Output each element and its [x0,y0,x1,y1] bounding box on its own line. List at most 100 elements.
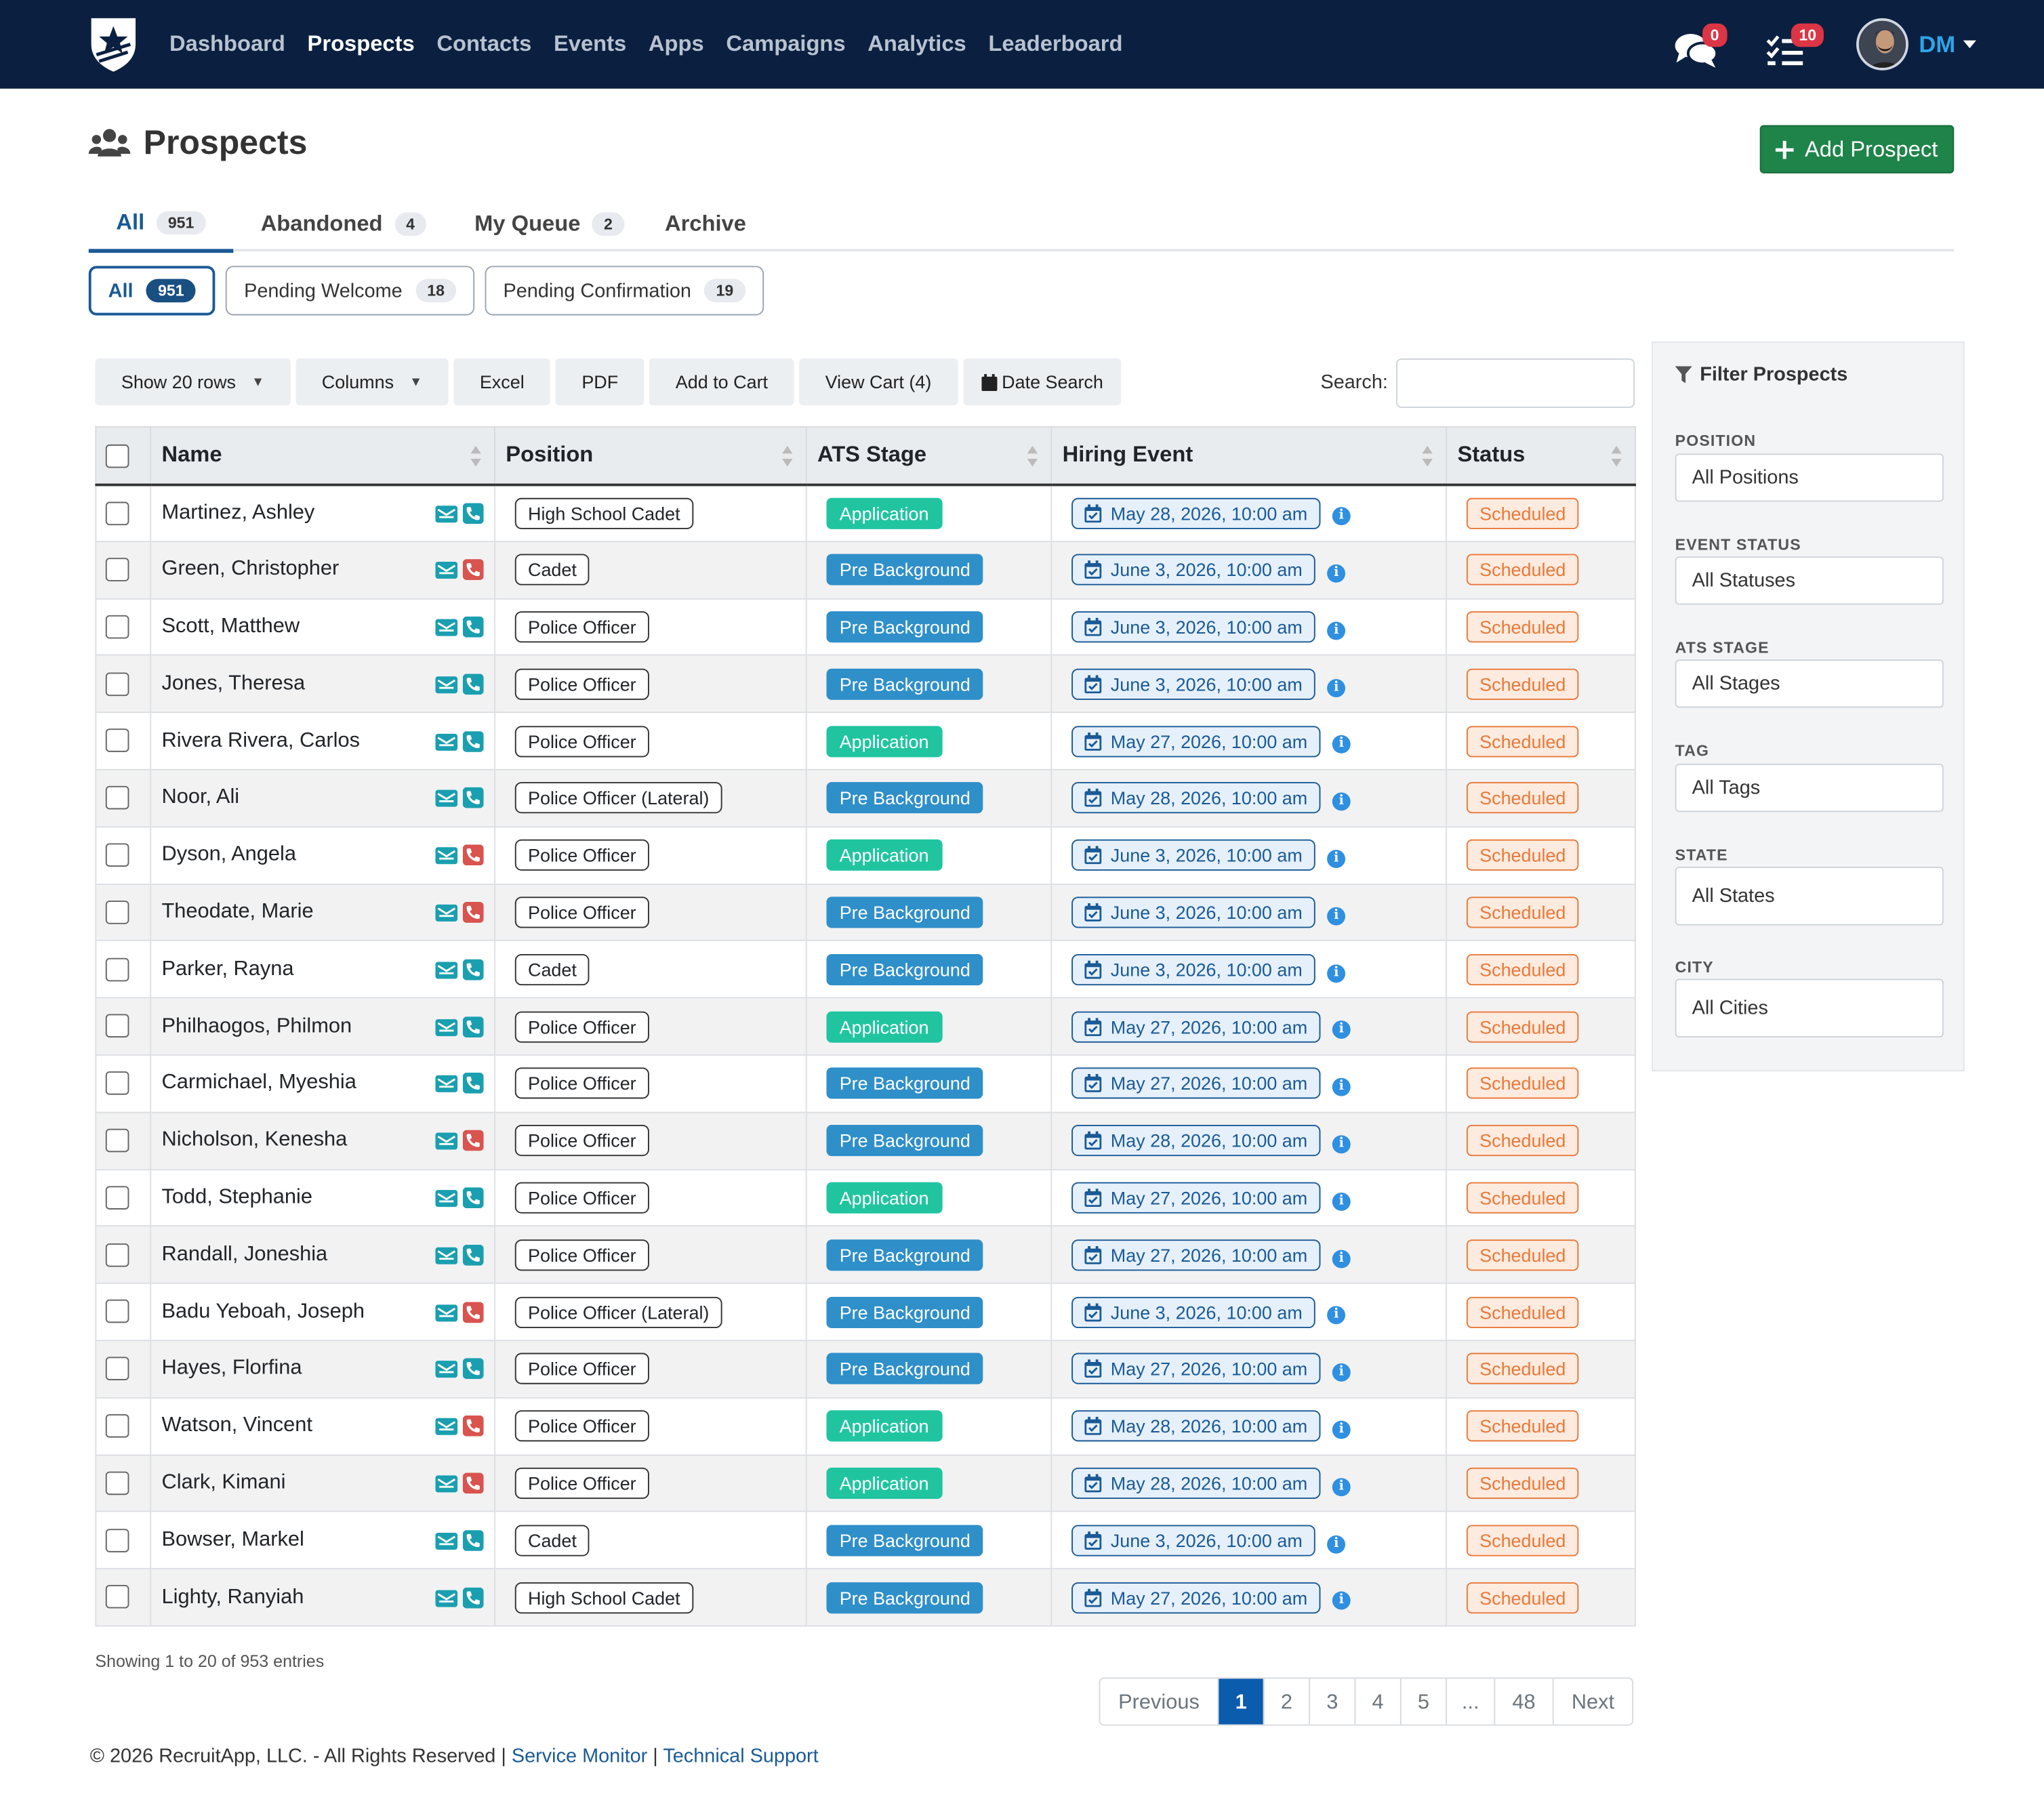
info-icon[interactable]: i [1332,1077,1351,1096]
status-column-header[interactable]: Status [1446,426,1636,486]
nav-link-events[interactable]: Events [553,31,627,56]
phone-icon[interactable] [462,1016,484,1037]
prospect-name-link[interactable]: Philhaogos, Philmon [161,1014,352,1037]
ats-stage-badge[interactable]: Pre Background [826,1582,984,1613]
hiring-event-link[interactable]: June 3, 2026, 10:00 am [1071,840,1315,871]
row-checkbox[interactable] [105,1071,129,1096]
phone-icon[interactable] [462,1358,484,1380]
filter-select-city[interactable]: All Cities [1675,978,1944,1038]
ats-stage-badge[interactable]: Application [826,725,942,757]
position-column-header[interactable]: Position [493,426,807,486]
status-badge[interactable]: Scheduled [1466,1410,1579,1442]
prospect-name-link[interactable]: Bowser, Markel [161,1528,304,1551]
info-icon[interactable]: i [1332,1192,1351,1211]
position-tag[interactable]: Police Officer [514,1182,649,1214]
tab-abandoned[interactable]: Abandoned 4 [261,196,427,252]
hiring-event-link[interactable]: June 3, 2026, 10:00 am [1071,1296,1315,1328]
info-icon[interactable]: i [1332,1477,1351,1496]
prospect-name-link[interactable]: Scott, Matthew [161,615,300,638]
status-badge[interactable]: Scheduled [1466,1182,1579,1214]
position-tag[interactable]: Police Officer [514,611,649,643]
phone-alert-icon[interactable] [462,1301,484,1323]
email-icon[interactable] [435,617,458,638]
phone-alert-icon[interactable] [462,1472,484,1494]
hiring-event-link[interactable]: May 28, 2026, 10:00 am [1071,1125,1321,1157]
info-icon[interactable]: i [1332,735,1351,754]
filter-pill-all[interactable]: All 951 [88,266,216,316]
email-icon[interactable] [435,1302,458,1323]
status-badge[interactable]: Scheduled [1466,497,1579,529]
info-icon[interactable]: i [1327,964,1346,983]
prospect-name-link[interactable]: Badu Yeboah, Joseph [161,1300,365,1323]
email-icon[interactable] [435,1359,458,1380]
tasks-button[interactable]: 10 [1765,18,1838,70]
phone-icon[interactable] [462,1529,484,1551]
email-icon[interactable] [435,902,458,923]
row-checkbox[interactable] [105,957,129,981]
position-tag[interactable]: Police Officer [514,840,649,871]
status-badge[interactable]: Scheduled [1466,1068,1579,1100]
info-icon[interactable]: i [1327,1534,1346,1553]
page-2[interactable]: 2 [1263,1678,1309,1725]
hiring-event-link[interactable]: May 28, 2026, 10:00 am [1071,1467,1321,1499]
prospect-name-link[interactable]: Nicholson, Kenesha [161,1129,348,1151]
email-icon[interactable] [435,1244,458,1265]
status-badge[interactable]: Scheduled [1466,782,1579,814]
status-badge[interactable]: Scheduled [1466,1582,1579,1613]
status-badge[interactable]: Scheduled [1466,840,1579,871]
row-checkbox[interactable] [105,900,129,924]
messages-button[interactable]: 0 [1674,18,1727,70]
email-icon[interactable] [435,1073,458,1094]
filter-select-ats-stage[interactable]: All Stages [1675,659,1944,708]
info-icon[interactable]: i [1332,1135,1351,1154]
phone-icon[interactable] [462,1187,484,1208]
hiring-event-link[interactable]: May 28, 2026, 10:00 am [1071,1410,1321,1442]
row-checkbox[interactable] [105,1128,129,1153]
email-icon[interactable] [435,1472,458,1493]
hiring-event-link[interactable]: May 27, 2026, 10:00 am [1071,1182,1321,1214]
ats-stage-badge[interactable]: Pre Background [826,896,984,928]
info-icon[interactable]: i [1332,1249,1351,1268]
info-icon[interactable]: i [1332,508,1351,526]
status-badge[interactable]: Scheduled [1466,1353,1579,1385]
info-icon[interactable]: i [1327,678,1346,697]
row-checkbox[interactable] [105,1585,129,1609]
avatar[interactable] [1856,18,1908,70]
position-tag[interactable]: Cadet [514,953,590,985]
phone-icon[interactable] [462,674,484,695]
recruitapp-logo-icon[interactable] [89,16,138,73]
prospect-name-link[interactable]: Martinez, Ashley [161,501,315,524]
position-tag[interactable]: Police Officer [514,896,649,928]
info-icon[interactable]: i [1327,849,1346,868]
prospect-name-link[interactable]: Todd, Stephanie [161,1186,312,1208]
ats-stage-badge[interactable]: Application [826,1182,942,1214]
nav-link-analytics[interactable]: Analytics [867,31,966,56]
search-input[interactable] [1396,358,1635,409]
phone-icon[interactable] [462,1073,484,1094]
phone-icon[interactable] [462,1244,484,1266]
email-icon[interactable] [435,730,458,751]
email-icon[interactable] [435,1530,458,1551]
hiring-event-link[interactable]: May 27, 2026, 10:00 am [1071,1239,1321,1271]
phone-alert-icon[interactable] [462,1416,484,1437]
page-next[interactable]: Next [1552,1678,1633,1725]
nav-link-apps[interactable]: Apps [648,31,704,56]
info-icon[interactable]: i [1332,1420,1351,1439]
row-checkbox[interactable] [105,672,129,696]
status-badge[interactable]: Scheduled [1466,1239,1579,1271]
prospect-name-link[interactable]: Carmichael, Myeshia [161,1071,356,1094]
position-tag[interactable]: Cadet [514,1524,590,1556]
hiring-event-column-header[interactable]: Hiring Event [1050,426,1448,486]
position-tag[interactable]: Police Officer [514,725,649,757]
status-badge[interactable]: Scheduled [1466,953,1579,985]
row-checkbox[interactable] [105,1186,129,1210]
row-checkbox[interactable] [105,615,129,639]
page-1[interactable]: 1 [1217,1678,1263,1725]
position-tag[interactable]: Police Officer (Lateral) [514,782,722,814]
hiring-event-link[interactable]: May 27, 2026, 10:00 am [1071,1582,1321,1613]
position-tag[interactable]: Police Officer [514,1068,649,1100]
ats-stage-badge[interactable]: Application [826,1410,942,1442]
user-initials[interactable]: DM [1919,30,1956,57]
ats-stage-column-header[interactable]: ATS Stage [805,426,1052,486]
ats-stage-badge[interactable]: Pre Background [826,1353,984,1385]
